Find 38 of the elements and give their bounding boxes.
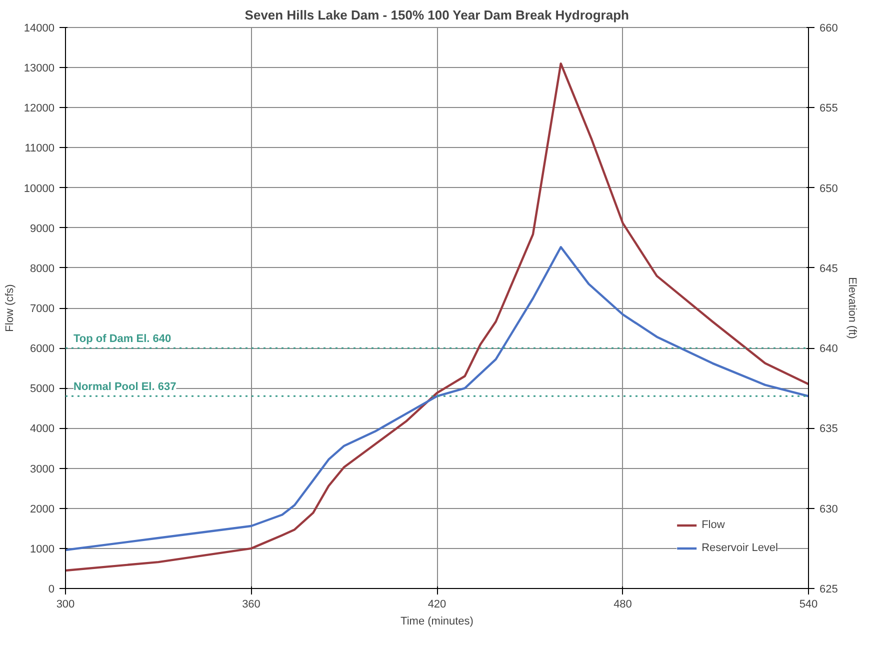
- chart-title: Seven Hills Lake Dam - 150% 100 Year Dam Break Hydrograph: [244, 8, 630, 22]
- y-tick-label: 8000: [30, 262, 55, 275]
- y2-axis-title: Elevation (ft): [846, 277, 858, 339]
- x-tick-label: 540: [799, 598, 818, 610]
- y-tick-label: 7000: [30, 303, 55, 315]
- y2-tick-label: 650: [820, 182, 838, 195]
- y-tick-label: 13000: [24, 62, 55, 75]
- y-tick-label: 6000: [30, 343, 55, 356]
- y-tick-label: 2000: [30, 503, 55, 516]
- y-tick-label: 10000: [24, 182, 55, 195]
- legend-label: Flow: [702, 519, 725, 531]
- x-axis-title: Time (minutes): [400, 616, 474, 628]
- y2-tick-label: 630: [820, 503, 838, 516]
- y-tick-label: 5000: [30, 383, 55, 396]
- y-tick-label: 4000: [30, 423, 55, 436]
- y2-tick-label: 655: [820, 102, 838, 115]
- y-tick-label: 1000: [30, 543, 55, 556]
- y-tick-label: 0: [48, 584, 55, 596]
- line-series: [66, 246, 808, 552]
- legend-label: Reservoir Level: [702, 542, 778, 554]
- y-axis-title: Flow (cfs): [4, 284, 16, 332]
- y2-tick-label: 625: [820, 584, 838, 596]
- x-tick-label: 360: [242, 598, 260, 610]
- x-tick-label: 480: [614, 598, 632, 610]
- y2-tick-label: 645: [820, 262, 838, 275]
- y-tick-label: 11000: [24, 142, 55, 155]
- ref-line-label: Top of Dam El. 640: [74, 333, 172, 346]
- y2-tick-label: 660: [820, 22, 838, 34]
- y-tick-label: 3000: [30, 463, 55, 476]
- y2-tick-label: 635: [820, 423, 838, 436]
- y-tick-label: 14000: [24, 22, 55, 34]
- y2-tick-label: 640: [820, 343, 838, 356]
- y-tick-label: 12000: [24, 102, 55, 115]
- x-tick-label: 300: [56, 598, 75, 610]
- y-tick-label: 9000: [30, 222, 55, 235]
- ref-line-label: Normal Pool El. 637: [74, 381, 176, 394]
- line-series: [66, 62, 808, 572]
- x-tick-label: 420: [428, 598, 446, 610]
